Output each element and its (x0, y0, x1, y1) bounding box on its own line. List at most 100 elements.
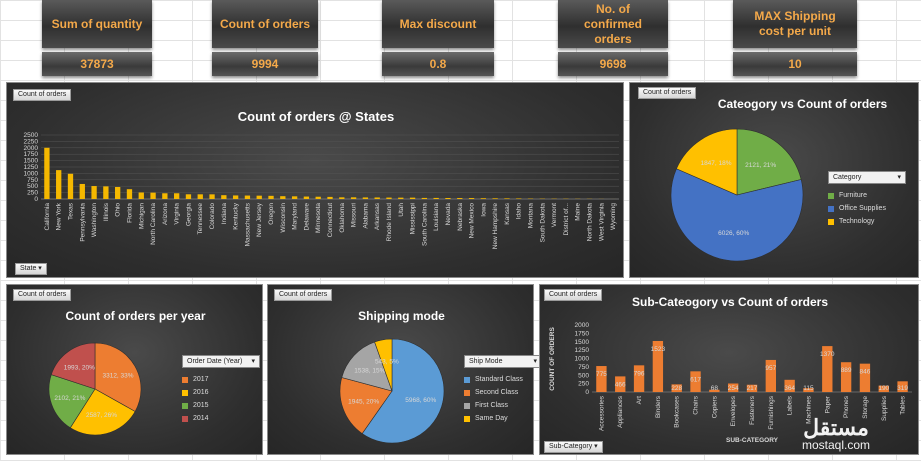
slice-data-label: 1538, 15% (354, 368, 385, 375)
bar (162, 193, 168, 199)
pie-slice (374, 338, 393, 392)
x-tick-label: Oklahoma (339, 203, 346, 233)
bar (878, 385, 889, 392)
bar (652, 340, 664, 392)
data-label: 115 (803, 385, 814, 392)
x-tick-label: Virginia (174, 203, 181, 225)
bar (445, 198, 451, 199)
kpi-value: 37873 (80, 57, 114, 71)
pie-slice (736, 128, 802, 196)
x-tick-label: Supplies (881, 395, 888, 421)
bar (596, 366, 607, 392)
subcategory-axis-filter-button[interactable]: Sub-Category (544, 441, 603, 453)
bar (822, 346, 833, 392)
bar (268, 195, 274, 199)
x-tick-label: Wyoming (610, 203, 617, 230)
bar (709, 389, 720, 392)
data-label: 190 (878, 385, 889, 392)
legend-label: 2015 (193, 402, 209, 409)
x-tick-label: Idaho (516, 203, 523, 220)
x-tick-label: Envelopes (730, 395, 737, 426)
legend-item: First Class (464, 399, 542, 412)
data-label: 364 (784, 385, 795, 392)
legend-item: 2015 (182, 399, 260, 412)
bar (256, 195, 262, 199)
shipping-legend: Ship Mode Standard Class Second Class First… (464, 355, 542, 425)
x-tick-label: Alabama (362, 203, 369, 229)
bar (504, 198, 510, 199)
x-tick-label: Appliances (617, 395, 624, 428)
x-tick-label: Phones (843, 395, 850, 418)
bar (457, 198, 463, 199)
bar (327, 196, 333, 199)
bar (303, 196, 310, 199)
y-tick-label: 1000 (575, 356, 590, 363)
x-tick-label: Minnesota (315, 203, 322, 233)
bar (615, 376, 626, 392)
data-label: 319 (897, 385, 908, 392)
bar (79, 183, 85, 199)
x-tick-label: Maryland (292, 203, 299, 230)
state-axis-filter-button[interactable]: State (15, 263, 47, 275)
x-tick-label: Chairs (693, 395, 700, 415)
y-tick-label: 2000 (575, 322, 590, 329)
subcategory-chart-panel: Count of orders Sub-Cateogory vs Count o… (539, 284, 919, 455)
x-tick-label: Texas (67, 202, 74, 220)
count-of-orders-field-button[interactable]: Count of orders (13, 289, 72, 301)
kpi-value: 0.8 (429, 57, 447, 71)
x-tick-label: Kentucky (233, 202, 240, 229)
y-tick-label: 2500 (24, 132, 39, 139)
x-tick-label: Nebraska (457, 203, 464, 231)
x-tick-label: Michigan (138, 203, 145, 229)
x-tick-label: West Virginia (598, 203, 605, 241)
bar (244, 195, 251, 199)
pie-slice (676, 128, 738, 196)
legend-filter-button[interactable]: Order Date (Year) (182, 355, 260, 368)
data-label: 217 (747, 385, 758, 392)
bar (209, 194, 215, 199)
count-of-orders-field-button[interactable]: Count of orders (274, 289, 333, 301)
bar (91, 186, 97, 199)
states-chart-panel: Count of orders Count of orders @ States… (6, 82, 624, 278)
bar (173, 193, 180, 199)
bar (803, 388, 814, 392)
y-tick-label: 500 (578, 372, 589, 379)
x-tick-label: Copiers (711, 395, 718, 418)
data-label: 1370 (820, 351, 835, 358)
count-of-orders-field-button[interactable]: Count of orders (638, 87, 697, 99)
x-tick-label: Louisiana (433, 203, 440, 231)
x-tick-label: Arkansas (374, 202, 381, 230)
x-tick-label: Storage (862, 396, 869, 419)
count-of-orders-field-button[interactable]: Count of orders (544, 289, 603, 301)
legend-filter-button[interactable]: Category (828, 171, 906, 184)
kpi-label: Max discount (399, 16, 477, 31)
legend-swatch (464, 376, 470, 383)
x-axis-title: SUB-CATEGORY (726, 437, 779, 444)
legend-label: 2014 (193, 415, 209, 422)
legend-label: Same Day (475, 415, 508, 422)
shipping-pie-chart: 5968, 60% 1945, 20% 1538, 15% 543, 5% (339, 338, 445, 444)
x-tick-label: California (44, 203, 51, 231)
pie-slice (50, 342, 96, 390)
bar (840, 362, 852, 392)
count-of-orders-field-button[interactable]: Count of orders (13, 89, 72, 101)
kpi-count-of-orders-title: Count of orders (212, 0, 318, 48)
y-tick-label: 0 (585, 389, 589, 396)
x-tick-label: Kansas (504, 202, 511, 224)
x-tick-label: Illinois (103, 202, 110, 221)
legend-filter-button[interactable]: Ship Mode (464, 355, 542, 368)
x-tick-label: Colorado (209, 203, 216, 230)
kpi-sum-of-quantity-title: Sum of quantity (42, 0, 152, 48)
y-tick-label: 500 (27, 183, 38, 190)
legend-swatch (464, 415, 470, 422)
pie-slice (339, 377, 393, 435)
x-tick-label: New Mexico (469, 203, 476, 239)
x-tick-label: Fasteners (749, 395, 756, 425)
kpi-max-discount-value: 0.8 (382, 52, 494, 76)
y-tick-label: 2250 (24, 138, 39, 145)
x-tick-label: Massachusetts (244, 202, 251, 246)
bar (433, 197, 439, 199)
legend-item: Standard Class (464, 373, 542, 386)
bar (315, 196, 321, 199)
bar (115, 186, 121, 199)
